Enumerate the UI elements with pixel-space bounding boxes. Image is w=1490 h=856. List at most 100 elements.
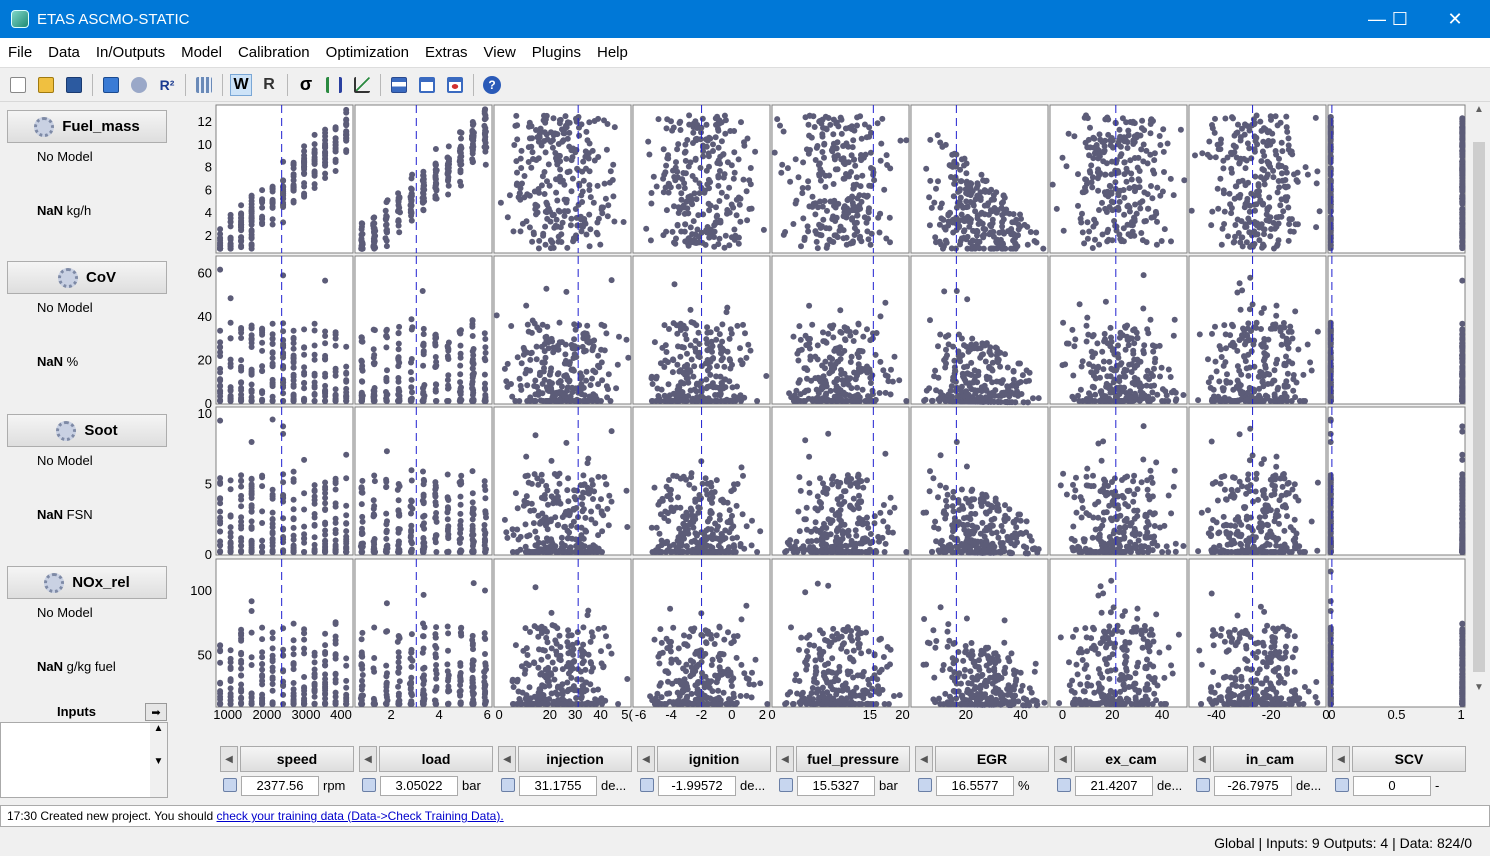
- layout-horizontal-button[interactable]: [388, 74, 410, 96]
- data-point: [903, 398, 910, 404]
- data-point: [675, 183, 682, 190]
- data-point: [674, 146, 681, 153]
- model-quality-button[interactable]: [351, 74, 373, 96]
- data-point: [566, 143, 573, 150]
- data-point: [1221, 208, 1228, 215]
- data-point: [780, 128, 787, 135]
- scatter-cell[interactable]: [1327, 255, 1466, 405]
- menu-plugins[interactable]: Plugins: [531, 43, 581, 61]
- layout-window-button[interactable]: [416, 74, 438, 96]
- scatter-cell[interactable]: [632, 104, 771, 254]
- menu-extras[interactable]: Extras: [425, 43, 468, 61]
- output-button[interactable]: CoV: [7, 261, 167, 294]
- data-point: [541, 376, 548, 383]
- data-point: [1035, 395, 1042, 402]
- w-view-button[interactable]: W: [230, 73, 252, 96]
- data-point: [518, 147, 525, 154]
- output-button[interactable]: NOx_rel: [7, 566, 167, 599]
- data-point: [1212, 323, 1218, 330]
- menu-calibration[interactable]: Calibration: [237, 43, 310, 61]
- help-button[interactable]: ?: [481, 74, 503, 96]
- r-view-button[interactable]: R: [258, 74, 280, 96]
- data-point: [445, 346, 452, 352]
- data-point: [1277, 119, 1284, 126]
- data-point: [1084, 144, 1091, 151]
- data-point: [1154, 218, 1160, 225]
- data-point: [583, 368, 590, 375]
- data-point: [814, 356, 821, 363]
- train-models-button[interactable]: [128, 74, 150, 96]
- data-point: [557, 178, 564, 185]
- data-point: [238, 202, 245, 209]
- scatter-cell[interactable]: [1327, 104, 1466, 254]
- menu-file[interactable]: File: [8, 43, 33, 61]
- data-point: [1271, 245, 1277, 252]
- close-button[interactable]: ✕: [1447, 8, 1463, 29]
- data-point: [735, 240, 742, 247]
- scatter-cell[interactable]: [493, 255, 632, 405]
- new-project-button[interactable]: [7, 74, 29, 96]
- data-point: [227, 223, 234, 230]
- menu-in-outputs[interactable]: In/Outputs: [95, 43, 166, 61]
- inputs-list-scrollbar[interactable]: ▲ ▼: [150, 723, 167, 797]
- menu-optimization[interactable]: Optimization: [325, 43, 410, 61]
- inputs-expand-button[interactable]: ➡: [145, 703, 167, 721]
- data-point: [1327, 377, 1334, 384]
- data-point: [714, 212, 721, 219]
- scatter-cell[interactable]: [215, 104, 354, 254]
- scatter-cell[interactable]: [771, 255, 910, 405]
- sigma-button[interactable]: σ: [295, 74, 317, 96]
- data-point: [829, 398, 836, 404]
- data-point: [1260, 243, 1267, 249]
- data-point: [420, 389, 427, 396]
- menu-help[interactable]: Help: [597, 43, 628, 61]
- scatter-cell[interactable]: [354, 255, 493, 405]
- scatter-cell[interactable]: [771, 104, 910, 254]
- scatter-cell[interactable]: [1188, 255, 1327, 405]
- r2-button[interactable]: R²: [156, 74, 178, 96]
- minimize-button[interactable]: —: [1368, 8, 1386, 29]
- data-point: [409, 171, 416, 178]
- data-point: [831, 197, 838, 204]
- data-point: [259, 520, 266, 526]
- data-point: [269, 486, 276, 493]
- scatter-cell[interactable]: [632, 255, 771, 405]
- menu-view[interactable]: View: [483, 43, 516, 61]
- data-point: [1266, 218, 1273, 224]
- scatter-cell[interactable]: [215, 255, 354, 405]
- data-point: [821, 140, 828, 147]
- scatter-cell[interactable]: [215, 406, 354, 556]
- data-point: [445, 355, 452, 362]
- scatter-cell[interactable]: [910, 104, 1049, 254]
- menu-data[interactable]: Data: [48, 43, 80, 61]
- scatter-cell[interactable]: [1049, 255, 1188, 405]
- data-point: [823, 225, 830, 232]
- close-window-button[interactable]: [444, 74, 466, 96]
- data-point: [371, 245, 378, 252]
- scatter-cell[interactable]: [910, 255, 1049, 406]
- maximize-button[interactable]: ☐: [1391, 8, 1409, 29]
- data-point: [408, 326, 415, 333]
- data-point: [1127, 394, 1134, 401]
- save-project-button[interactable]: [63, 74, 85, 96]
- data-point: [980, 225, 987, 232]
- data-point: [614, 361, 621, 368]
- open-project-button[interactable]: [35, 74, 57, 96]
- data-point: [1140, 305, 1147, 312]
- data-point: [590, 199, 597, 206]
- outputs-panel: Fuel_mass No Model NaN kg/h CoV No Model…: [0, 102, 176, 798]
- check-data-button[interactable]: [100, 74, 122, 96]
- scatter-cell[interactable]: [1188, 104, 1327, 254]
- scatter-cell[interactable]: [354, 104, 493, 254]
- menu-model[interactable]: Model: [181, 43, 222, 61]
- data-point: [290, 381, 297, 388]
- intersection-button[interactable]: [323, 74, 345, 96]
- data-point: [1090, 223, 1097, 230]
- output-button[interactable]: Soot: [7, 414, 167, 447]
- scatter-cell[interactable]: [493, 104, 632, 254]
- data-point: [660, 232, 667, 239]
- scatter-matrix-button[interactable]: [193, 74, 215, 96]
- output-button[interactable]: Fuel_mass: [7, 110, 167, 143]
- inputs-list[interactable]: ▲ ▼: [0, 722, 168, 798]
- scatter-cell[interactable]: [1049, 104, 1188, 254]
